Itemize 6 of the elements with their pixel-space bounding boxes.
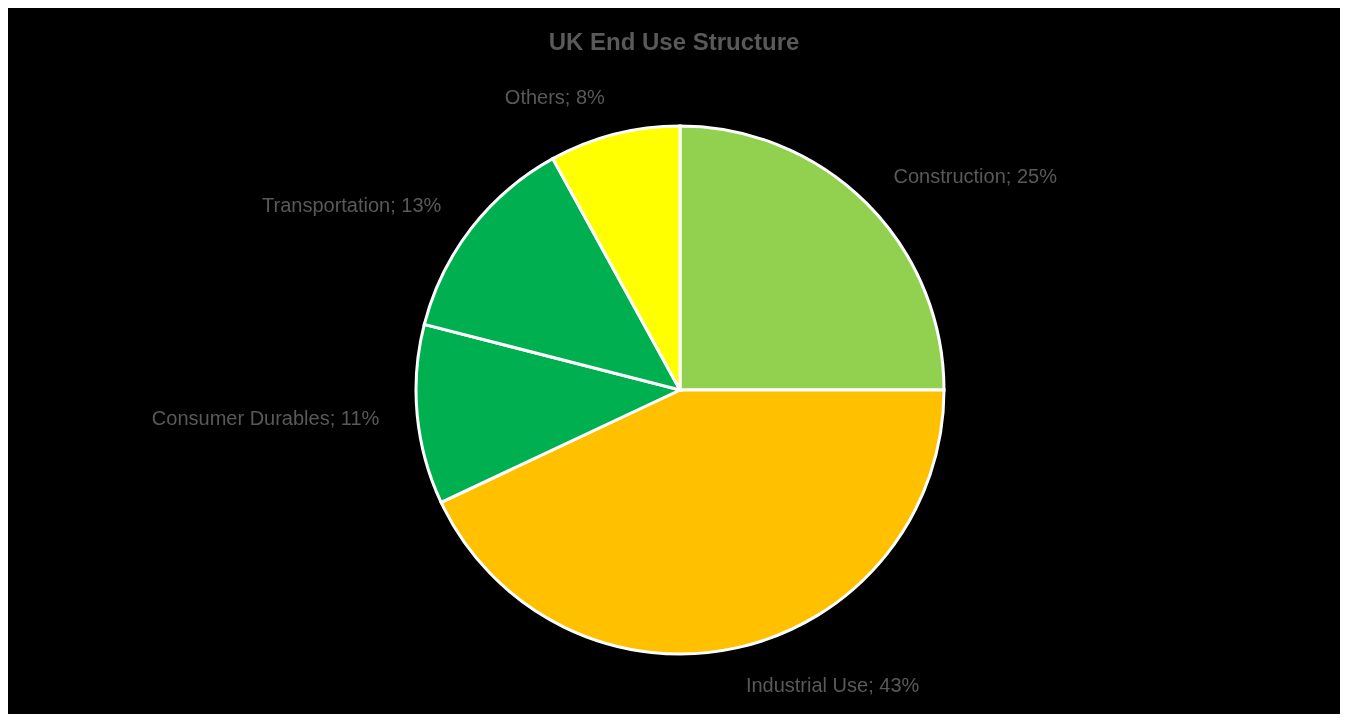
chart-title: UK End Use Structure [547,28,801,56]
slice-label: Others; 8% [504,86,606,109]
slice-label: Construction; 25% [893,165,1058,188]
slice-label: Consumer Durables; 11% [151,407,380,430]
slice-label: Transportation; 13% [262,193,442,216]
slice-label: Industrial Use; 43% [745,673,920,696]
